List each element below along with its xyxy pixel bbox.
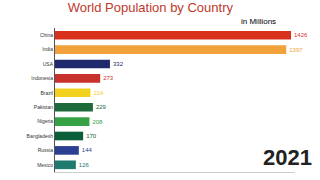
svg-text:170: 170: [86, 133, 97, 139]
svg-text:Brazil: Brazil: [40, 90, 53, 96]
svg-text:Indonesia: Indonesia: [31, 75, 53, 81]
svg-text:332: 332: [113, 61, 124, 67]
svg-text:USA: USA: [43, 61, 54, 67]
svg-text:208: 208: [92, 119, 103, 125]
svg-text:126: 126: [79, 162, 90, 168]
svg-text:Mexico: Mexico: [37, 162, 53, 168]
svg-text:144: 144: [82, 147, 93, 153]
svg-text:Bangladesh: Bangladesh: [27, 133, 54, 139]
svg-text:in Millions: in Millions: [241, 17, 276, 26]
svg-text:Nigeria: Nigeria: [37, 118, 53, 124]
svg-text:Pakistan: Pakistan: [34, 104, 53, 110]
svg-text:229: 229: [96, 104, 107, 110]
svg-text:World Population by Country: World Population by Country: [68, 0, 234, 15]
svg-text:273: 273: [103, 75, 114, 81]
svg-text:1426: 1426: [294, 32, 308, 38]
svg-text:214: 214: [93, 90, 104, 96]
svg-text:Russia: Russia: [38, 147, 54, 153]
svg-text:India: India: [42, 46, 53, 52]
svg-text:1397: 1397: [289, 47, 303, 53]
svg-text:China: China: [40, 32, 53, 38]
svg-text:2021: 2021: [263, 145, 312, 170]
